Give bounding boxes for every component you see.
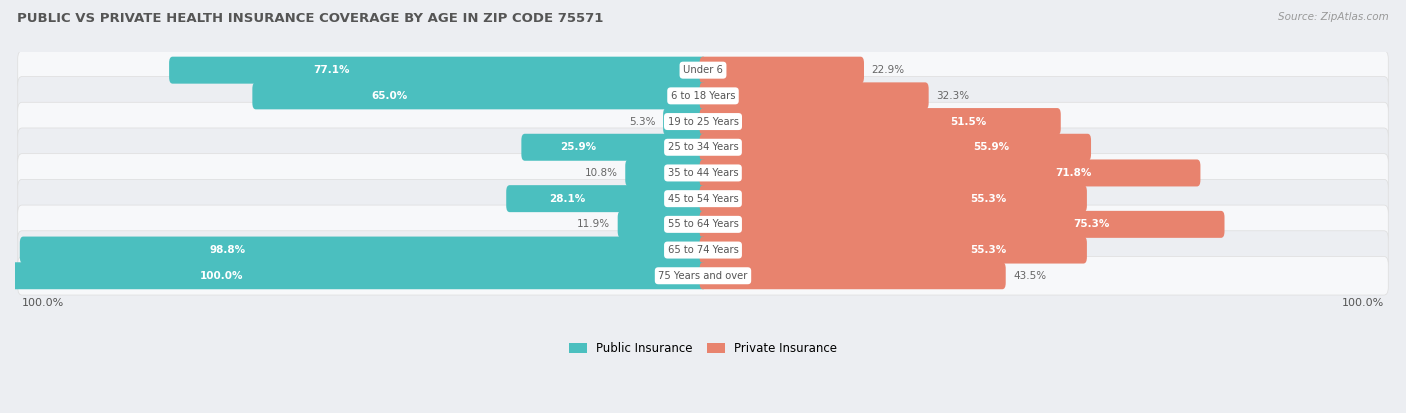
FancyBboxPatch shape	[700, 108, 1060, 135]
Text: 19 to 25 Years: 19 to 25 Years	[668, 116, 738, 126]
FancyBboxPatch shape	[18, 231, 1388, 269]
Text: 25 to 34 Years: 25 to 34 Years	[668, 142, 738, 152]
FancyBboxPatch shape	[506, 185, 706, 212]
Text: 77.1%: 77.1%	[314, 65, 350, 75]
FancyBboxPatch shape	[18, 128, 1388, 166]
FancyBboxPatch shape	[18, 205, 1388, 244]
Text: Under 6: Under 6	[683, 65, 723, 75]
Text: 65.0%: 65.0%	[371, 91, 408, 101]
FancyBboxPatch shape	[18, 179, 1388, 218]
Text: 25.9%: 25.9%	[560, 142, 596, 152]
Text: Source: ZipAtlas.com: Source: ZipAtlas.com	[1278, 12, 1389, 22]
Text: 35 to 44 Years: 35 to 44 Years	[668, 168, 738, 178]
Text: 55.3%: 55.3%	[970, 194, 1007, 204]
FancyBboxPatch shape	[700, 262, 1005, 289]
FancyBboxPatch shape	[252, 82, 706, 109]
Text: 32.3%: 32.3%	[936, 91, 969, 101]
Text: 11.9%: 11.9%	[576, 219, 610, 229]
Legend: Public Insurance, Private Insurance: Public Insurance, Private Insurance	[564, 337, 842, 360]
Text: 71.8%: 71.8%	[1056, 168, 1091, 178]
Text: 22.9%: 22.9%	[872, 65, 904, 75]
FancyBboxPatch shape	[664, 108, 706, 135]
FancyBboxPatch shape	[700, 134, 1091, 161]
Text: 55.9%: 55.9%	[973, 142, 1010, 152]
FancyBboxPatch shape	[18, 51, 1388, 90]
Text: 45 to 54 Years: 45 to 54 Years	[668, 194, 738, 204]
Text: 100.0%: 100.0%	[200, 271, 243, 281]
FancyBboxPatch shape	[522, 134, 706, 161]
Text: 98.8%: 98.8%	[209, 245, 245, 255]
FancyBboxPatch shape	[617, 211, 706, 238]
Text: 65 to 74 Years: 65 to 74 Years	[668, 245, 738, 255]
Text: 5.3%: 5.3%	[628, 116, 655, 126]
FancyBboxPatch shape	[700, 159, 1201, 186]
FancyBboxPatch shape	[18, 154, 1388, 192]
FancyBboxPatch shape	[169, 57, 706, 84]
Text: PUBLIC VS PRIVATE HEALTH INSURANCE COVERAGE BY AGE IN ZIP CODE 75571: PUBLIC VS PRIVATE HEALTH INSURANCE COVER…	[17, 12, 603, 25]
FancyBboxPatch shape	[626, 159, 706, 186]
FancyBboxPatch shape	[700, 185, 1087, 212]
FancyBboxPatch shape	[700, 57, 865, 84]
Text: 28.1%: 28.1%	[550, 194, 586, 204]
FancyBboxPatch shape	[700, 211, 1225, 238]
Text: 55 to 64 Years: 55 to 64 Years	[668, 219, 738, 229]
Text: 51.5%: 51.5%	[950, 116, 987, 126]
Text: 75 Years and over: 75 Years and over	[658, 271, 748, 281]
FancyBboxPatch shape	[20, 237, 706, 263]
Text: 6 to 18 Years: 6 to 18 Years	[671, 91, 735, 101]
Text: 10.8%: 10.8%	[585, 168, 617, 178]
Text: 75.3%: 75.3%	[1073, 219, 1109, 229]
Text: 43.5%: 43.5%	[1014, 271, 1046, 281]
Text: 100.0%: 100.0%	[22, 298, 65, 308]
Text: 55.3%: 55.3%	[970, 245, 1007, 255]
FancyBboxPatch shape	[18, 102, 1388, 141]
FancyBboxPatch shape	[700, 237, 1087, 263]
FancyBboxPatch shape	[11, 262, 706, 289]
FancyBboxPatch shape	[18, 256, 1388, 295]
Text: 100.0%: 100.0%	[1341, 298, 1384, 308]
FancyBboxPatch shape	[18, 76, 1388, 115]
FancyBboxPatch shape	[700, 82, 929, 109]
